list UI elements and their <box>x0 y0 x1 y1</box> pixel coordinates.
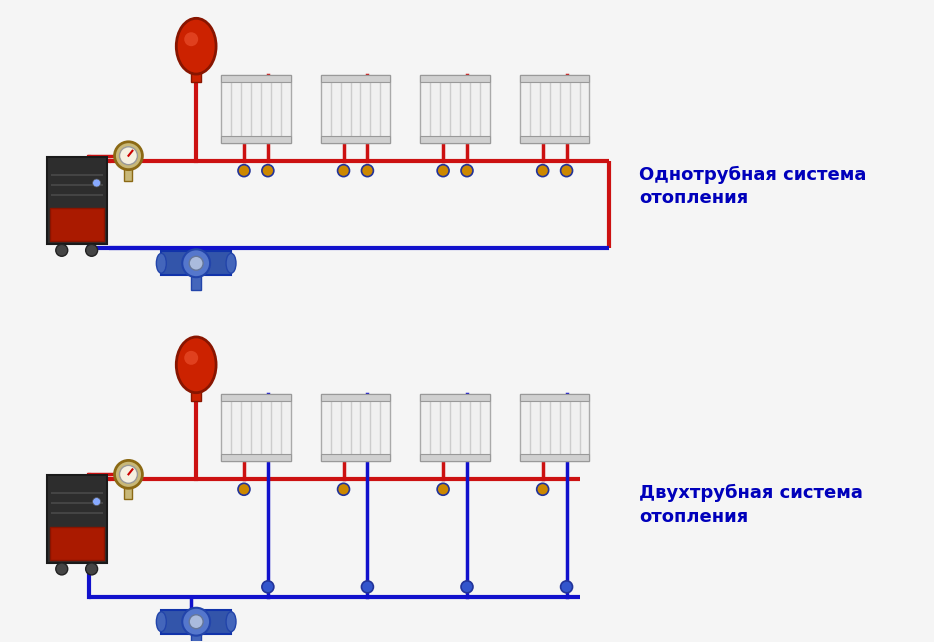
Circle shape <box>461 165 473 177</box>
Bar <box>519 455 589 462</box>
Ellipse shape <box>226 254 236 273</box>
Circle shape <box>86 563 98 575</box>
Circle shape <box>120 465 137 483</box>
Ellipse shape <box>184 32 198 46</box>
Bar <box>162 251 231 275</box>
Bar <box>221 75 290 82</box>
Circle shape <box>238 483 250 495</box>
Circle shape <box>437 165 449 177</box>
Circle shape <box>92 498 101 506</box>
Bar <box>320 75 390 143</box>
Bar <box>191 72 201 82</box>
Circle shape <box>560 581 573 593</box>
Bar <box>221 136 290 143</box>
Circle shape <box>337 483 349 495</box>
Circle shape <box>437 483 449 495</box>
Ellipse shape <box>184 351 198 365</box>
Circle shape <box>115 460 142 489</box>
Bar <box>221 455 290 462</box>
Circle shape <box>56 563 68 575</box>
Bar <box>320 136 390 143</box>
Bar <box>320 394 390 401</box>
Ellipse shape <box>156 254 166 273</box>
Bar <box>420 75 490 82</box>
Circle shape <box>190 256 204 270</box>
Bar <box>420 394 490 462</box>
Bar <box>519 136 589 143</box>
Bar <box>50 526 104 560</box>
Bar <box>320 394 390 462</box>
Circle shape <box>238 165 250 177</box>
Bar <box>221 394 290 401</box>
Text: Однотрубная система
отопления: Однотрубная система отопления <box>639 166 867 207</box>
Circle shape <box>182 249 210 277</box>
Bar <box>124 485 133 499</box>
Circle shape <box>461 581 473 593</box>
Bar <box>320 75 390 82</box>
Circle shape <box>537 483 548 495</box>
Bar <box>420 455 490 462</box>
Bar <box>519 75 589 82</box>
FancyBboxPatch shape <box>47 475 106 563</box>
Bar <box>50 208 104 241</box>
Circle shape <box>92 179 101 187</box>
Circle shape <box>56 245 68 256</box>
Bar <box>320 455 390 462</box>
Bar <box>124 167 133 180</box>
Bar <box>519 394 589 401</box>
Bar <box>162 610 231 634</box>
Ellipse shape <box>177 19 216 74</box>
Circle shape <box>560 165 573 177</box>
FancyBboxPatch shape <box>47 157 106 245</box>
Bar <box>221 75 290 143</box>
Circle shape <box>262 581 274 593</box>
Bar <box>221 394 290 462</box>
Bar <box>420 394 490 401</box>
Bar <box>191 634 201 642</box>
Circle shape <box>182 608 210 636</box>
Ellipse shape <box>156 612 166 632</box>
Bar <box>420 75 490 143</box>
Ellipse shape <box>226 612 236 632</box>
Bar <box>519 75 589 143</box>
Circle shape <box>190 615 204 629</box>
Circle shape <box>120 147 137 165</box>
Circle shape <box>361 165 374 177</box>
Circle shape <box>537 165 548 177</box>
Bar <box>191 275 201 290</box>
Circle shape <box>361 581 374 593</box>
Bar <box>519 394 589 462</box>
Circle shape <box>115 142 142 169</box>
Circle shape <box>262 165 274 177</box>
Bar <box>191 391 201 401</box>
Ellipse shape <box>177 337 216 393</box>
Circle shape <box>337 165 349 177</box>
Circle shape <box>86 245 98 256</box>
Bar <box>420 136 490 143</box>
Text: Двухтрубная система
отопления: Двухтрубная система отопления <box>639 484 863 526</box>
